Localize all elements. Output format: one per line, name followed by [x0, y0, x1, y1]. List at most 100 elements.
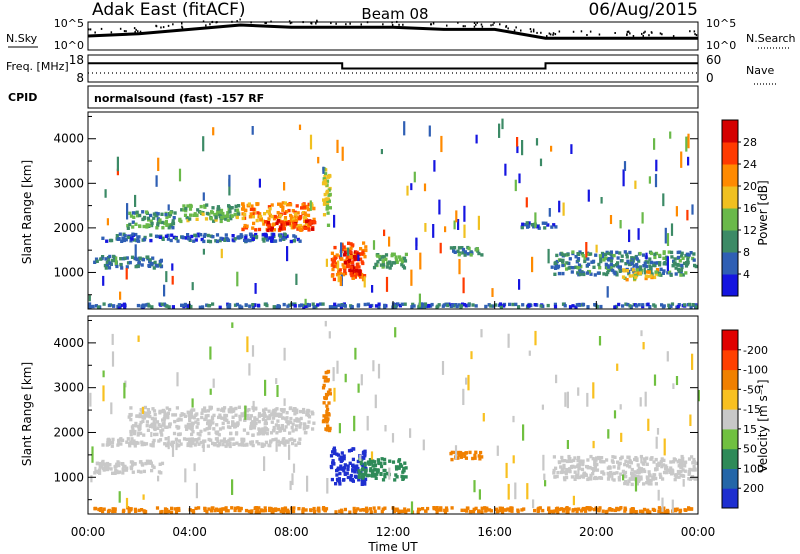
n-search-point	[493, 21, 495, 24]
rti-cell	[381, 507, 385, 511]
rti-cell	[494, 507, 498, 511]
rti-cell	[354, 465, 358, 469]
rti-cell	[212, 219, 216, 223]
rti-cell	[289, 223, 293, 227]
rti-cell	[395, 475, 399, 479]
rti-cell	[104, 189, 107, 198]
rti-cell	[355, 266, 359, 271]
rti-cell	[279, 408, 283, 412]
rti-cell	[264, 418, 268, 423]
n-search-point	[264, 22, 266, 24]
rti-cell	[423, 302, 428, 306]
rti-cell	[215, 239, 220, 244]
power-colorbar-swatch	[722, 120, 738, 143]
rti-cell	[366, 415, 369, 431]
rti-cell	[134, 194, 137, 207]
rti-cell	[421, 507, 425, 511]
rti-cell	[339, 467, 343, 471]
rti-cell	[364, 506, 369, 510]
rti-cell	[632, 509, 636, 514]
rti-cell	[525, 221, 529, 225]
rti-cell	[512, 415, 515, 423]
rti-cell	[242, 428, 246, 432]
rti-cell	[293, 304, 297, 308]
rti-cell	[532, 225, 536, 229]
rti-cell	[660, 464, 664, 469]
rti-cell	[368, 304, 372, 308]
rti-cell	[286, 222, 290, 226]
rti-cell	[526, 483, 529, 500]
rti-cell	[491, 304, 495, 308]
rti-cell	[228, 178, 231, 196]
cpid-panel: CPID normalsound (fast) -157 RF	[8, 85, 699, 109]
rti-cell	[394, 327, 397, 338]
rti-cell	[194, 420, 198, 424]
rti-cell	[146, 216, 150, 220]
rti-cell	[349, 255, 353, 259]
rti-cell	[242, 207, 246, 211]
rti-cell	[252, 207, 256, 211]
rti-cell	[337, 477, 341, 481]
n-search-point	[123, 30, 126, 33]
rti-cell	[480, 253, 484, 257]
rti-cell	[184, 208, 188, 213]
rti-cell	[589, 473, 593, 478]
rti-cell	[277, 443, 281, 447]
rti-cell	[364, 473, 368, 477]
rti-cell	[623, 509, 627, 513]
rti-cell	[636, 268, 640, 272]
rti-cell	[309, 220, 313, 224]
rti-cell	[268, 508, 272, 513]
power-y-tick-label: 1000	[53, 265, 84, 279]
rti-cell	[592, 468, 596, 473]
rti-cell	[613, 455, 617, 459]
rti-cell	[340, 257, 344, 261]
rti-cell	[261, 417, 265, 422]
rti-cell	[240, 305, 244, 309]
rti-cell	[285, 411, 289, 415]
power-colorbar-swatch	[722, 208, 738, 231]
rti-cell	[303, 219, 307, 224]
rti-cell	[173, 211, 177, 215]
rti-cell	[238, 305, 242, 309]
rti-cell	[477, 509, 481, 514]
n-search-point	[125, 30, 127, 33]
rti-cell	[99, 507, 103, 511]
rti-cell	[137, 508, 141, 513]
nave-tick-top: 60	[706, 53, 721, 67]
rti-cell	[224, 414, 229, 418]
rti-cell	[613, 272, 617, 276]
rti-cell	[522, 424, 525, 441]
rti-cell	[641, 509, 645, 514]
velocity-y-axis-title: Slant Range [km]	[20, 362, 34, 466]
rti-cell	[662, 262, 666, 266]
rti-cell	[684, 264, 689, 268]
rti-cell	[231, 420, 235, 424]
rti-cell	[646, 274, 650, 279]
rti-cell	[218, 427, 223, 431]
rti-cell	[391, 460, 396, 464]
rti-cell	[338, 423, 341, 434]
rti-cell	[435, 305, 439, 309]
rti-cell	[306, 226, 310, 230]
rti-cell	[149, 233, 153, 237]
n-search-point	[589, 30, 592, 33]
rti-cell	[102, 468, 106, 472]
rti-cell	[301, 510, 305, 514]
rti-cell	[624, 474, 628, 479]
rti-cell	[336, 466, 340, 470]
rti-cell	[292, 506, 296, 510]
rti-cell	[194, 438, 198, 442]
rti-cell	[433, 160, 436, 172]
rti-cell	[138, 213, 142, 218]
rti-cell	[105, 263, 109, 267]
rti-cell	[254, 506, 258, 510]
rti-cell	[626, 464, 630, 468]
rti-cell	[111, 509, 115, 514]
rti-cell	[257, 510, 261, 514]
rti-cell	[505, 462, 508, 479]
rti-cell	[220, 416, 224, 420]
rti-cell	[635, 270, 639, 274]
rti-cell	[676, 469, 680, 474]
